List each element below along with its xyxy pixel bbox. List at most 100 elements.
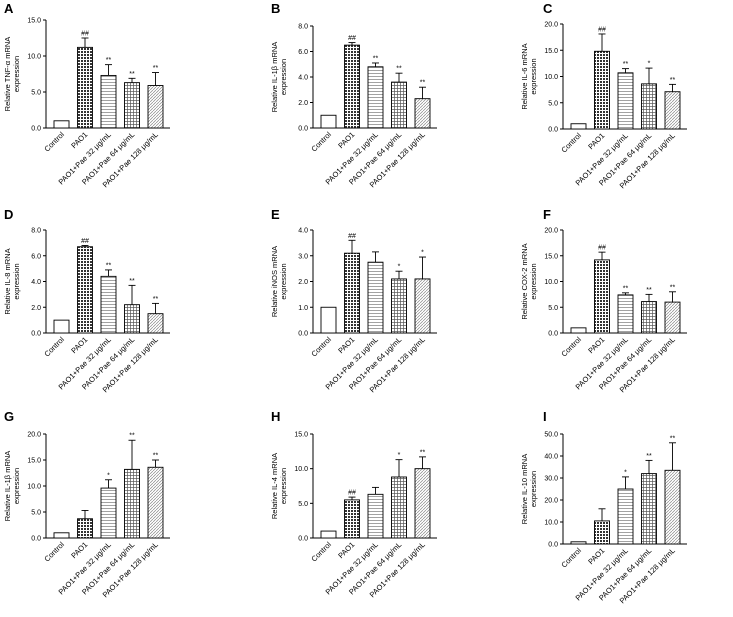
significance-mark: * <box>398 452 401 459</box>
y-tick-label: 10.0 <box>544 74 558 81</box>
panel-g: G 0.0 5.0 10.0 15.0 20.0 Relative IL-1β mRNAex… <box>3 409 170 599</box>
category-label: Control <box>559 335 583 359</box>
category-label: PAO1 <box>336 335 356 355</box>
y-tick-label: 30.0 <box>544 476 558 483</box>
y-axis-title-line: Relative IL-10 mRNA <box>520 454 529 524</box>
category-label: PAO1 <box>586 335 606 355</box>
significance-mark: ** <box>670 77 676 84</box>
bar <box>641 83 657 130</box>
y-tick-label: 2.0 <box>31 305 41 312</box>
panel-letter: C <box>543 1 553 16</box>
y-axis-title-line: expression <box>529 471 538 507</box>
bar <box>367 493 384 539</box>
y-tick-label: 10.0 <box>544 520 558 527</box>
y-axis-title-line: Relative COX-2 mRNA <box>520 243 529 319</box>
y-axis-title: Relative IL-8 mRNAexpression <box>3 248 21 314</box>
y-tick-label: 0.0 <box>31 331 41 338</box>
bar <box>320 114 337 129</box>
significance-mark: ** <box>153 65 159 72</box>
category-label: Control <box>559 546 583 570</box>
panel-letter: B <box>271 1 280 16</box>
panel-c: C 0.0 5.0 10.0 15.0 20.0 Relative IL-6 mRNAexp… <box>520 1 687 190</box>
category-label: PAO1 <box>69 335 89 355</box>
y-tick-label: 6.0 <box>31 253 41 260</box>
y-axis-title-line: Relative IL-4 mRNA <box>270 453 279 519</box>
y-axis-title-line: expression <box>529 263 538 299</box>
y-tick-label: 15.0 <box>294 432 308 439</box>
y-axis-title-line: expression <box>279 263 288 299</box>
panel-i: I 0.0 10.0 20.0 30.0 40.0 50.0 Relative IL-10 m… <box>520 409 687 605</box>
bar <box>124 304 140 334</box>
significance-mark: ** <box>129 433 135 440</box>
y-tick-label: 0.0 <box>548 127 558 134</box>
significance-mark: * <box>398 264 401 271</box>
y-axis-title-line: expression <box>279 59 288 95</box>
category-label: Control <box>42 540 66 564</box>
y-tick-label: 0.0 <box>548 331 558 338</box>
y-tick-label: 3.0 <box>298 253 308 260</box>
significance-mark: ## <box>598 245 606 252</box>
category-label: Control <box>42 335 66 359</box>
y-axis-title: Relative IL-4 mRNAexpression <box>270 453 288 519</box>
y-tick-label: 0.0 <box>298 331 308 338</box>
bar <box>414 98 431 129</box>
y-tick-label: 5.0 <box>31 510 41 517</box>
bar <box>344 44 360 129</box>
bar <box>77 46 93 129</box>
y-axis-title-line: expression <box>12 263 21 299</box>
y-tick-label: 10.0 <box>544 279 558 286</box>
y-tick-label: 5.0 <box>548 100 558 107</box>
bar <box>124 82 140 129</box>
bar <box>391 476 407 539</box>
y-tick-label: 8.0 <box>31 228 41 235</box>
y-tick-label: 0.0 <box>298 536 308 543</box>
y-tick-label: 15.0 <box>544 253 558 260</box>
category-label: Control <box>559 131 583 155</box>
significance-mark: * <box>107 472 110 479</box>
panel-d: D 0.0 2.0 4.0 6.0 8.0 Relative IL-8 mRNAexpres… <box>3 207 170 394</box>
panel-letter: G <box>4 409 14 424</box>
bar <box>100 487 117 539</box>
significance-mark: ** <box>106 262 112 269</box>
y-axis-title: Relative IL-10 mRNAexpression <box>520 454 538 524</box>
panel-letter: E <box>271 207 280 222</box>
y-axis-title: Relative IL-1β mRNAexpression <box>270 42 288 113</box>
y-tick-label: 2.0 <box>298 279 308 286</box>
significance-mark: ** <box>129 71 135 78</box>
y-tick-label: 2.0 <box>298 100 308 107</box>
bar <box>570 541 587 545</box>
bar <box>53 532 70 539</box>
panel-letter: F <box>543 207 551 222</box>
bar <box>641 473 657 545</box>
bar <box>391 81 407 129</box>
bar <box>641 301 657 334</box>
y-axis-title-line: Relative IL-8 mRNA <box>3 248 12 314</box>
y-axis-title-line: expression <box>12 56 21 92</box>
panel-letter: I <box>543 409 547 424</box>
category-label: PAO1 <box>69 540 89 560</box>
y-tick-label: 50.0 <box>544 432 558 439</box>
y-axis-title: Relative IL-1β mRNAexpression <box>3 451 21 522</box>
bar <box>594 50 610 130</box>
bar <box>124 468 140 539</box>
bar <box>664 91 681 130</box>
bar <box>391 278 407 334</box>
bar <box>344 252 360 334</box>
significance-mark: * <box>624 469 627 476</box>
category-label: Control <box>309 540 333 564</box>
y-tick-label: 20.0 <box>544 228 558 235</box>
category-label: Control <box>309 335 333 359</box>
y-tick-label: 15.0 <box>544 48 558 55</box>
bar <box>594 259 610 334</box>
category-label: PAO1 <box>336 130 356 150</box>
category-label: Control <box>42 130 66 154</box>
bar <box>367 261 384 334</box>
bar <box>414 468 431 539</box>
y-axis-title-line: Relative IL-6 mRNA <box>520 43 529 109</box>
panel-f: F 0.0 5.0 10.0 15.0 20.0 Relative COX-2 mRNAex… <box>520 207 687 394</box>
category-label: Control <box>309 130 333 154</box>
y-axis-title: Relative TNF-α mRNAexpression <box>3 37 21 112</box>
bar <box>664 301 681 334</box>
y-tick-label: 5.0 <box>31 90 41 97</box>
y-tick-label: 4.0 <box>298 228 308 235</box>
